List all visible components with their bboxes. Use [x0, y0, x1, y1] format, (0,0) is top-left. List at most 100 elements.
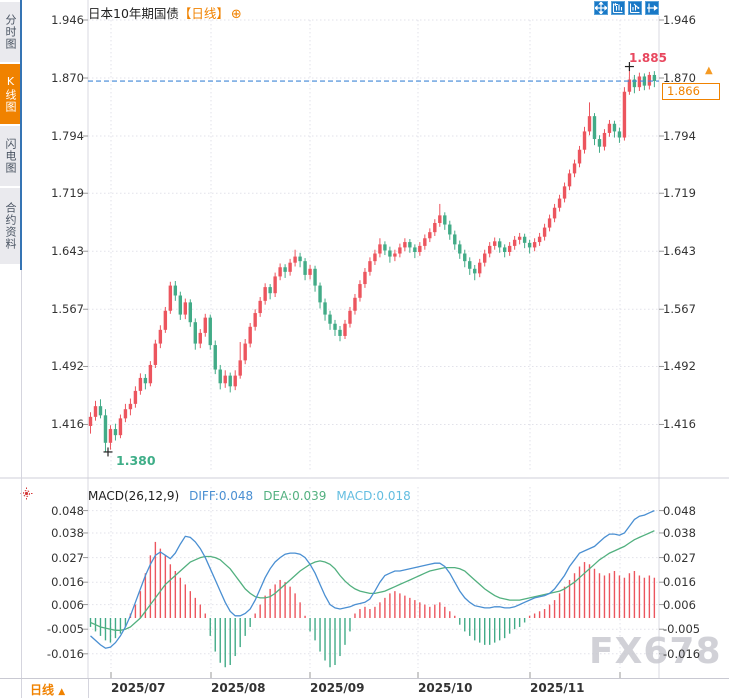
- tab-label: K线图: [4, 75, 17, 113]
- price-axis-label: 1.416: [663, 417, 696, 432]
- sidebar-tab-kline-chart[interactable]: K线图: [0, 64, 20, 124]
- macd-dea-value: DEA:0.039: [263, 489, 327, 503]
- tab-label: 闪电图: [4, 138, 17, 174]
- candle-body: [527, 242, 532, 248]
- candle-body: [313, 268, 317, 286]
- candle-body: [268, 287, 272, 294]
- macd-axis-label: -0.005: [663, 622, 701, 637]
- candle-body: [463, 253, 467, 262]
- candle-body: [502, 247, 507, 253]
- candle-body: [258, 300, 262, 314]
- x-axis-month-label: 2025/10: [418, 681, 473, 695]
- candle-body: [138, 377, 143, 391]
- candle-body: [428, 232, 432, 239]
- candle-body: [213, 345, 217, 370]
- candle-body: [263, 287, 267, 301]
- bottom-bar-divider: [88, 679, 89, 698]
- macd-axis-label: 0.016: [51, 575, 84, 590]
- candle-body: [108, 429, 113, 443]
- chart-toolbar: [594, 1, 659, 15]
- candle-body: [637, 76, 642, 88]
- tab-label: 分时图: [4, 14, 17, 50]
- candle-body: [288, 262, 292, 272]
- candle-body: [228, 375, 232, 387]
- candle-body: [188, 302, 192, 323]
- candle-body: [448, 224, 452, 235]
- sidebar-tab-lightning-chart[interactable]: 闪电图: [0, 126, 20, 186]
- candle-body: [318, 285, 322, 303]
- candle-body: [143, 377, 148, 384]
- candle-body: [577, 149, 582, 164]
- candle-body: [88, 416, 93, 427]
- timeframe-tag: 【日线】: [178, 6, 229, 21]
- candle-body: [652, 74, 657, 82]
- candle-body: [607, 123, 612, 133]
- candle-body: [148, 364, 153, 384]
- period-label: 日线: [30, 683, 55, 697]
- candle-body: [338, 329, 342, 336]
- candle-body: [537, 236, 542, 243]
- sidebar-tab-time-chart[interactable]: 分时图: [0, 2, 20, 62]
- candle-body: [483, 253, 487, 263]
- candle-body: [438, 215, 442, 224]
- watermark-logo: FX678: [589, 631, 722, 672]
- candle-body: [173, 285, 178, 296]
- candle-body: [333, 323, 337, 330]
- macd-axis-label: 0.048: [663, 503, 696, 518]
- macd-axis-label: -0.005: [46, 622, 84, 637]
- price-axis-label: 1.643: [51, 244, 84, 259]
- low-price-annotation: 1.380: [116, 453, 156, 468]
- candle-body: [567, 173, 572, 187]
- macd-diff-value: DIFF:0.048: [189, 489, 254, 503]
- candle-body: [572, 163, 577, 174]
- candle-body: [168, 285, 173, 311]
- sidebar-divider: [20, 0, 22, 270]
- candle-body: [273, 276, 277, 294]
- period-selector-button[interactable]: 日线 ▲: [30, 681, 65, 698]
- candle-body: [582, 131, 587, 150]
- candle-body: [507, 245, 512, 253]
- candle-body: [218, 369, 222, 384]
- instrument-title: 日本10年期国债: [88, 6, 179, 21]
- sidebar-tab-contract-info[interactable]: 合约资料: [0, 188, 20, 264]
- candle-body: [547, 218, 552, 228]
- candle-body: [153, 343, 158, 365]
- candle-body: [443, 215, 447, 225]
- candle-body: [328, 314, 332, 324]
- price-axis-label: 1.794: [663, 129, 696, 143]
- candle-body: [602, 132, 607, 147]
- macd-axis-label: -0.016: [663, 646, 701, 661]
- jump-latest-icon[interactable]: [645, 1, 659, 15]
- candle-body: [647, 74, 652, 86]
- price-axis-label: 1.794: [51, 129, 84, 143]
- sidebar: 分时图 K线图 闪电图 合约资料: [0, 0, 20, 697]
- price-axis-label: 1.567: [663, 302, 696, 317]
- candle-body: [423, 238, 427, 246]
- candle-body: [378, 244, 382, 254]
- price-axis-label: 1.416: [51, 417, 84, 432]
- candle-body: [552, 207, 557, 219]
- macd-axis-label: 0.027: [51, 550, 84, 565]
- macd-header: MACD(26,12,9) DIFF:0.048 DEA:0.039 MACD:0.0…: [88, 489, 411, 503]
- macd-axis-label: 0.048: [51, 503, 84, 518]
- high-price-annotation: 1.885: [629, 51, 667, 65]
- pan-icon[interactable]: [594, 1, 608, 15]
- fit-width-icon[interactable]: [611, 1, 625, 15]
- right-price-axis: 1.946 1.870 1.794 1.719 1.643 1.567 1.492 1.416…: [663, 0, 725, 697]
- candle-body: [183, 302, 188, 315]
- price-axis-label: 1.946: [663, 13, 696, 27]
- current-price-tag: 1.866: [662, 83, 720, 100]
- candle-body: [353, 297, 357, 311]
- candle-body: [497, 241, 502, 248]
- chart-title-row: 日本10年期国债【日线】 ⊕: [88, 3, 242, 22]
- price-axis-label: 1.870: [663, 71, 696, 85]
- candle-body: [373, 253, 377, 262]
- candle-body: [343, 323, 347, 336]
- candle-body: [532, 242, 537, 248]
- candle-body: [512, 239, 517, 246]
- diff-line: [90, 510, 655, 649]
- candle-body: [468, 261, 472, 269]
- fit-height-icon[interactable]: [628, 1, 642, 15]
- add-compare-icon[interactable]: ⊕: [230, 7, 242, 22]
